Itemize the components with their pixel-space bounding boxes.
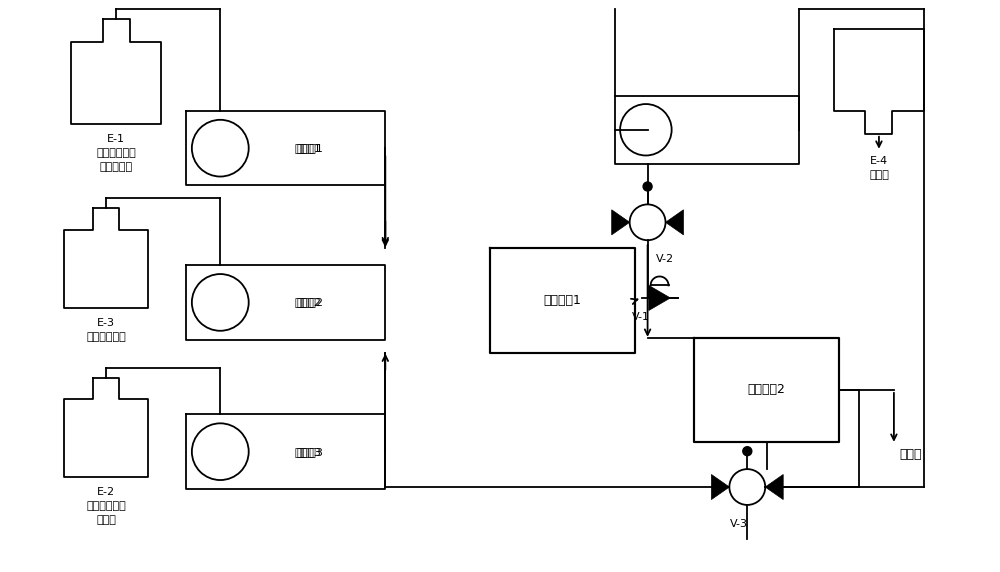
- Text: 柱塞泵2: 柱塞泵2: [296, 297, 323, 307]
- Text: E-4: E-4: [870, 156, 888, 166]
- Text: 柱塞泵1: 柱塞泵1: [296, 143, 323, 153]
- Text: E-3: E-3: [97, 318, 115, 328]
- Text: V-3: V-3: [730, 519, 748, 529]
- Text: V-2: V-2: [656, 254, 674, 264]
- Polygon shape: [612, 210, 630, 235]
- Polygon shape: [765, 475, 783, 499]
- Text: 淬灭剂（水）: 淬灭剂（水）: [86, 501, 126, 511]
- Text: 柱塞泵2: 柱塞泵2: [294, 297, 321, 307]
- Text: 循环水: 循环水: [869, 169, 889, 180]
- Text: 柱塞泵3: 柱塞泵3: [294, 447, 321, 456]
- Polygon shape: [649, 285, 670, 311]
- Text: V-1: V-1: [632, 312, 650, 322]
- Text: 柱塞泵1: 柱塞泵1: [294, 143, 321, 153]
- Circle shape: [643, 182, 652, 191]
- Text: 假性紫罗兰酮: 假性紫罗兰酮: [96, 148, 136, 158]
- Text: 微反应器1: 微反应器1: [543, 294, 581, 307]
- Polygon shape: [666, 210, 683, 235]
- Text: 浓硫酸储液瓶: 浓硫酸储液瓶: [86, 332, 126, 342]
- Text: 储液瓶: 储液瓶: [96, 515, 116, 525]
- Text: E-2: E-2: [97, 487, 115, 497]
- Text: 微反应器2: 微反应器2: [748, 383, 786, 396]
- Circle shape: [743, 447, 752, 456]
- Text: E-1: E-1: [107, 134, 125, 144]
- Polygon shape: [711, 475, 729, 499]
- Text: 柱塞泵3: 柱塞泵3: [296, 447, 323, 456]
- Text: 接液口: 接液口: [899, 448, 921, 460]
- Text: 溶液储液瓶: 溶液储液瓶: [100, 162, 133, 172]
